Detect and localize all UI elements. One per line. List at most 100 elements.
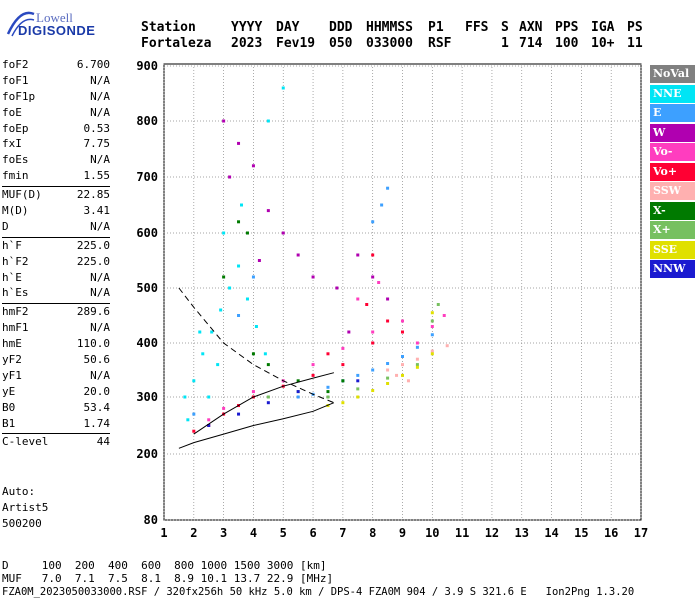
data-point-nne [207,395,211,399]
x-tick-label: 7 [339,526,346,540]
data-point-x [415,363,419,367]
data-point-vo [311,363,315,367]
legend-item-e: E [650,104,695,122]
data-point-vo [326,352,330,356]
data-point-e [371,220,375,224]
data-point-x [356,387,360,391]
artist-code: 500200 [2,517,42,530]
header-value-p1: RSF [428,36,452,51]
data-point-ssw [415,357,419,361]
param-row: foF2 6.700 [2,58,110,74]
data-point-nne [228,286,232,290]
data-point-e [326,385,330,389]
data-point-e [415,345,419,349]
data-point-vo [415,341,419,345]
param-row: foEs N/A [2,153,110,169]
profile-line [193,372,335,435]
param-row: h`E N/A [2,271,110,287]
data-point-x [296,379,300,383]
data-point-e [237,314,241,317]
param-label: MUF(D) [2,188,42,202]
param-row: fmin 1.55 [2,169,110,185]
data-point-nne [240,203,244,207]
data-point-w [266,209,270,213]
param-label: B0 [2,400,16,414]
header-label-ps: PS [627,20,643,35]
param-row: foF1p N/A [2,90,110,106]
parameter-panel: foF2 6.700 foF1 N/A foF1p N/A foE N/A foEp 0.53 fx… [2,58,110,451]
header-label-s: S [501,20,509,35]
data-point-w [222,119,226,123]
param-value: 6.700 [76,58,110,71]
ionogram-chart: 1 2 3 4 5 6 7 8 9 10 11 12 13 14 15 16 17802003004005006… [136,59,648,540]
param-row: yF1 N/A [2,369,110,385]
data-point-nnw [296,390,300,394]
data-point-x [430,319,434,323]
auto-label: Auto: [2,485,36,498]
param-label: h`E [2,270,22,284]
legend-item-vo: Vo- [650,143,695,161]
data-point-w [237,141,241,145]
data-point-w [335,286,339,290]
data-point-e [251,275,255,279]
footer-muf-row: MUF 7.0 7.1 7.5 8.1 8.9 10.1 13.7 22.9 [… [2,572,334,585]
data-point-e [401,355,404,358]
param-label: fxI [2,137,22,151]
param-row: fxI 7.75 [2,137,110,153]
param-value: 50.6 [83,353,111,367]
y-tick-label: 400 [136,336,158,350]
header-label-p1: P1 [428,20,444,35]
data-point-x [251,352,255,356]
data-point-w [281,231,285,235]
legend-item-nne: NNE [650,84,695,103]
data-point-vo [192,429,196,433]
data-point-vo [401,319,404,323]
data-point-sse [386,382,390,385]
y-tick-label: 200 [136,447,158,461]
profile-line [178,402,335,449]
param-label: hmE [2,337,22,351]
param-label: foE [2,105,22,119]
brand-bottom-text: DIGISONDE [18,23,96,38]
data-point-nnw [207,424,211,427]
data-point-w [296,253,300,257]
data-point-sse [430,352,434,356]
header-label-ffs: FFS [465,20,489,35]
param-value: 22.85 [76,188,110,202]
data-point-nne [254,325,258,328]
data-point-nnw [266,401,270,405]
param-value: N/A [90,73,110,87]
data-point-w [228,175,232,179]
data-point-e [192,412,196,416]
legend-item-x: X+ [650,221,695,239]
param-label: D [2,219,9,233]
param-value: 110.0 [76,337,110,351]
data-point-w [257,259,261,262]
artist-version: Artist5 [2,501,49,514]
data-point-nne [198,330,202,334]
y-tick-label: 600 [136,226,158,240]
param-value: N/A [90,219,110,233]
data-point-nne [281,86,285,90]
param-label: foF1p [2,89,36,103]
data-point-x [266,363,270,367]
data-point-e [356,373,360,377]
header-label-pps: PPS [555,20,579,35]
param-label: hmF1 [2,321,29,335]
param-label: h`F [2,238,22,252]
header-value-time: 033000 [366,36,413,51]
param-value: N/A [90,368,110,382]
data-point-x [386,376,390,380]
y-tick-label: 500 [136,281,158,295]
data-point-nne [216,363,220,367]
param-row: h`F 225.0 [2,239,110,255]
param-value: N/A [90,153,110,167]
header-value-pps: 100 [555,36,579,51]
data-point-vo [430,325,434,328]
param-value: 1.74 [83,416,111,430]
data-point-x [237,220,241,224]
y-tick-label: 700 [136,170,158,184]
data-point-vo [311,373,315,377]
data-point-w [356,253,360,257]
data-point-x [326,390,330,394]
